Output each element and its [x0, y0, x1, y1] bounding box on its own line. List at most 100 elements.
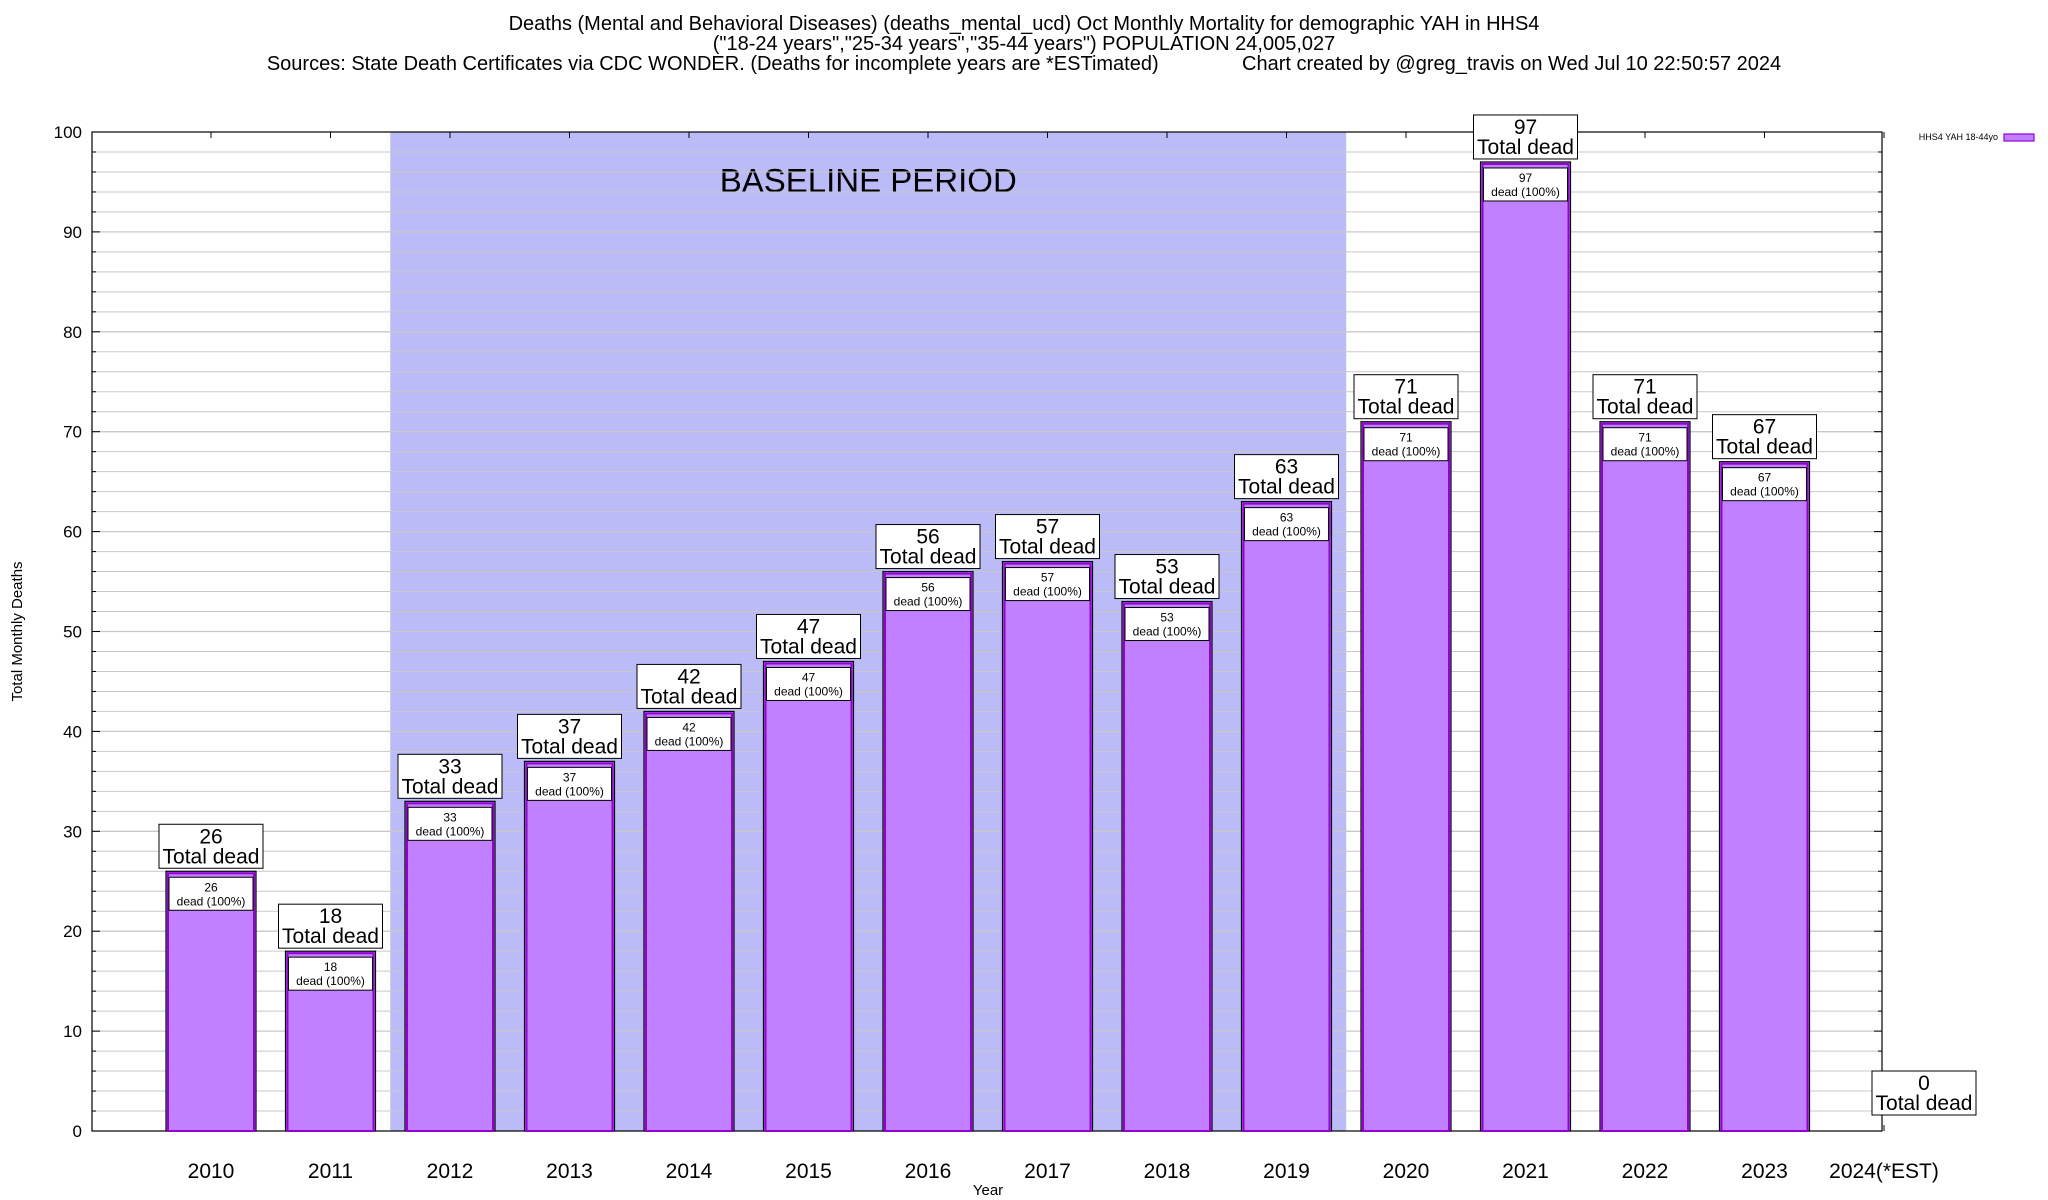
bar-inner-border: [1601, 422, 1689, 1132]
bar: [882, 570, 974, 1132]
bar-inner-border: [286, 952, 375, 1132]
x-tick-label: 2011: [308, 1160, 353, 1183]
x-tick-label: 2019: [1263, 1160, 1310, 1183]
y-tick-label: 60: [63, 523, 82, 542]
top-total-label: Total dead: [999, 536, 1096, 559]
inner-percent-label: dead (100%): [1491, 185, 1560, 199]
top-label-box: [397, 753, 503, 799]
chart-title: Deaths (Mental and Behavioral Diseases) …: [508, 13, 1540, 35]
bar-inner-border: [1720, 462, 1809, 1133]
inner-percent-label: dead (100%): [1133, 625, 1202, 639]
inner-label-box: [1483, 167, 1568, 202]
inner-label-box: [646, 716, 732, 751]
inner-value-label: 67: [1758, 471, 1772, 485]
bar: [1360, 421, 1452, 1132]
top-total-label: Total dead: [402, 775, 499, 798]
x-tick-label: 2022: [1622, 1160, 1669, 1183]
bar: [404, 800, 496, 1132]
inner-percent-label: dead (100%): [774, 684, 843, 698]
top-total-label: Total dead: [1119, 576, 1216, 599]
top-total-label: Total dead: [1477, 136, 1574, 159]
bar-inner-border: [1123, 602, 1211, 1132]
inner-value-label: 33: [443, 810, 457, 824]
inner-label-box: [1124, 607, 1210, 642]
bar: [1240, 501, 1333, 1132]
top-total-label: Total dead: [760, 635, 857, 658]
bar-inner-border: [525, 762, 614, 1132]
legend-swatch: [2003, 133, 2035, 142]
inner-percent-label: dead (100%): [1252, 525, 1321, 539]
top-value-label: 18: [319, 905, 342, 928]
inner-label-box: [407, 806, 493, 841]
inner-percent-label: dead (100%): [1013, 585, 1082, 599]
inner-value-label: 42: [682, 720, 696, 734]
bar-inner-border: [764, 662, 853, 1132]
axis-layer: 0 10 20 30 40 50 60 70 80 90 100 Total Monthly Deat…: [9, 123, 1939, 1199]
top-value-label: 97: [1514, 116, 1537, 139]
top-label-box: [1234, 454, 1339, 500]
bar-inner-border: [645, 712, 733, 1132]
top-label-box: [158, 823, 264, 869]
x-tick-label: 2015: [785, 1160, 832, 1183]
chart-sources: Sources: State Death Certificates via CD…: [266, 53, 1159, 75]
inner-value-label: 56: [921, 581, 935, 595]
inner-label-box: [168, 876, 254, 911]
bar-inner-border: [1362, 422, 1450, 1132]
x-tick-label: 2021: [1502, 1160, 1549, 1183]
bar-layer: [165, 161, 1811, 1133]
top-value-label: 71: [1394, 376, 1417, 399]
bar: [1718, 461, 1811, 1132]
inner-percent-label: dead (100%): [177, 894, 246, 908]
inner-label-box: [288, 956, 373, 991]
inner-percent-label: dead (100%): [1611, 445, 1680, 459]
inner-label-box: [766, 666, 851, 701]
top-label-box: [636, 663, 742, 709]
top-value-label: 37: [558, 715, 581, 738]
top-total-label: Total dead: [163, 845, 260, 868]
bar-inner-border: [884, 572, 972, 1132]
top-label-box: [1353, 374, 1459, 420]
top-value-label: 57: [1036, 516, 1059, 539]
inner-percent-label: dead (100%): [416, 824, 485, 838]
inner-label-box: [1363, 427, 1449, 462]
y-tick-label: 30: [63, 822, 82, 841]
top-value-label: 63: [1275, 456, 1298, 479]
top-label-box: [517, 713, 622, 759]
top-label-box: [1473, 114, 1578, 160]
x-tick-label: 2020: [1383, 1160, 1430, 1183]
inner-value-label: 63: [1280, 511, 1294, 525]
inner-label-box: [527, 766, 612, 801]
inner-value-label: 26: [204, 880, 218, 894]
inner-label-box: [1244, 507, 1329, 542]
y-axis-title: Total Monthly Deaths: [9, 561, 26, 701]
x-tick-label: 2023: [1741, 1160, 1788, 1183]
inner-percent-label: dead (100%): [1372, 445, 1441, 459]
bar-inner-border: [406, 802, 494, 1133]
top-value-label: 56: [916, 526, 939, 549]
inner-value-label: 71: [1638, 431, 1652, 445]
bar: [1479, 161, 1572, 1132]
bar: [1121, 600, 1213, 1132]
x-axis-title: Year: [973, 1182, 1003, 1199]
x-tick-label: 2010: [188, 1160, 235, 1183]
top-total-label: Total dead: [1238, 476, 1335, 499]
y-tick-label: 0: [73, 1122, 82, 1141]
bar-inner-border: [167, 872, 255, 1132]
inner-label-box: [1602, 427, 1688, 462]
legend: HHS4 YAH 18-44yo: [1919, 132, 2035, 142]
inner-label-box: [1722, 467, 1807, 502]
bar: [165, 870, 257, 1132]
bar: [762, 660, 855, 1132]
y-tick-label: 70: [63, 423, 82, 442]
bar-inner-border: [1242, 502, 1331, 1132]
y-tick-label: 10: [63, 1022, 82, 1041]
bar: [1001, 560, 1094, 1132]
inner-percent-label: dead (100%): [1730, 485, 1799, 499]
top-total-label: Total dead: [1876, 1092, 1973, 1115]
x-tick-label: 2016: [905, 1160, 952, 1183]
y-tick-label: 20: [63, 922, 82, 941]
top-value-label: 53: [1155, 556, 1178, 579]
top-value-label: 42: [677, 665, 700, 688]
bar: [643, 710, 735, 1132]
